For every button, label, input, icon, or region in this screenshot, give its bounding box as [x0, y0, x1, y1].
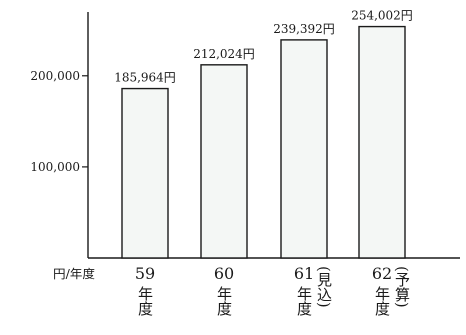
category-year-label: 60	[214, 264, 234, 283]
bar	[280, 39, 328, 259]
category-year-label: 61	[294, 264, 314, 283]
data-label: 239,392円	[273, 22, 335, 36]
bar	[358, 25, 406, 259]
category-note-label: (見込)	[315, 266, 333, 308]
y-tick-label: 200,000	[30, 69, 80, 83]
data-label: 185,964円	[114, 71, 176, 85]
category-suffix-label: 年度	[136, 286, 154, 316]
category-year-label: 62	[372, 264, 392, 283]
category-suffix-label: 年度	[373, 286, 391, 316]
bar	[121, 87, 169, 259]
data-label: 212,024円	[193, 47, 255, 61]
y-tick-label: 100,000	[30, 160, 80, 174]
category-year-label: 59	[135, 264, 155, 283]
axis-unit-label: 円/年度	[53, 266, 95, 281]
data-label: 254,002円	[351, 9, 413, 23]
bar	[200, 64, 248, 259]
category-suffix-label: 年度	[215, 286, 233, 316]
category-suffix-label: 年度	[295, 286, 313, 316]
category-note-label: (予算)	[393, 266, 411, 308]
